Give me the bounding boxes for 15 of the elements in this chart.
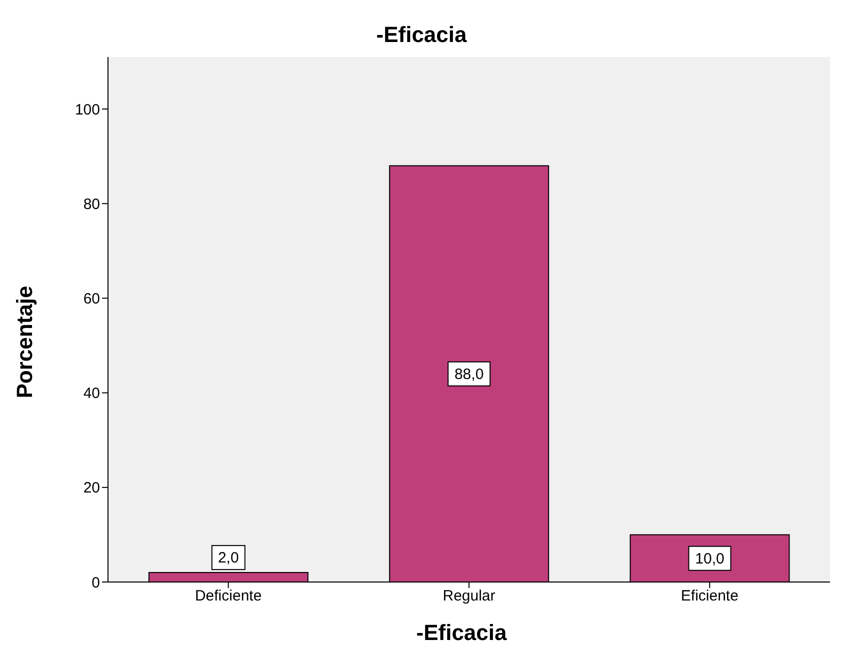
x-tick-label: Regular xyxy=(442,588,496,605)
y-tick-label: 20 xyxy=(83,480,100,497)
y-tick-label: 40 xyxy=(83,385,100,402)
chart-title: -Eficacia xyxy=(375,22,468,48)
y-axis-title: Porcentaje xyxy=(12,284,38,400)
data-label: 10,0 xyxy=(695,550,724,568)
data-label: 88,0 xyxy=(454,366,484,383)
x-tick-label: Deficiente xyxy=(194,588,262,605)
y-tick-label: 80 xyxy=(83,196,100,213)
x-tick-label: Eficiente xyxy=(680,588,738,605)
data-label: 2,0 xyxy=(218,550,239,567)
y-tick-label: 100 xyxy=(74,101,100,118)
y-tick-label: 60 xyxy=(83,290,100,308)
x-axis-title: -Eficacia xyxy=(415,620,508,646)
y-tick-label: 0 xyxy=(92,574,100,592)
